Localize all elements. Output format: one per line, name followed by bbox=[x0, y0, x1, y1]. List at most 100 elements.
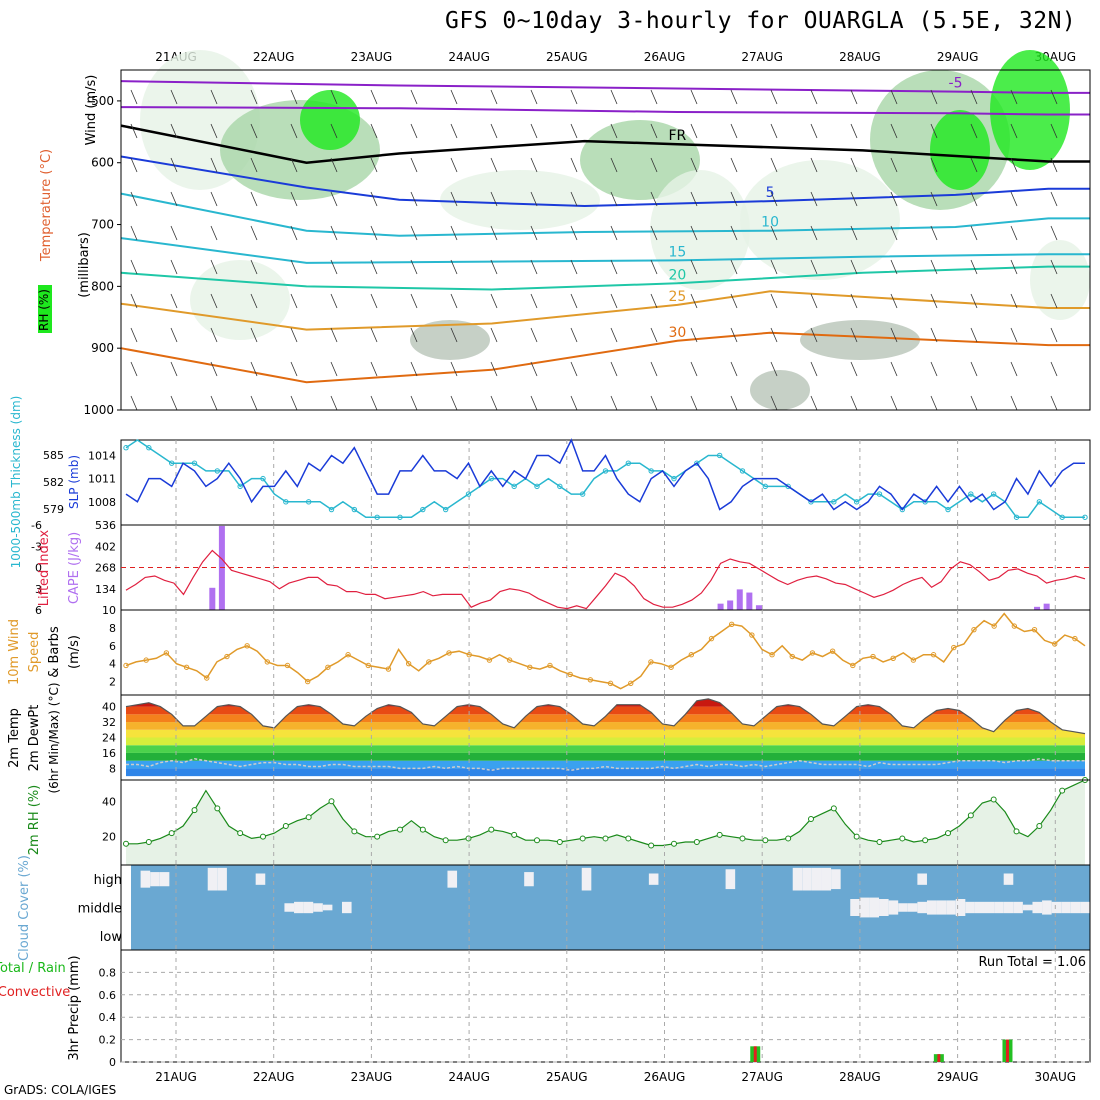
wind-barb bbox=[330, 327, 338, 343]
rh2m-point bbox=[145, 838, 152, 845]
wind-barb bbox=[890, 293, 898, 309]
temperature-contour-label: 20 bbox=[668, 267, 686, 283]
thickness-series-point bbox=[557, 483, 563, 490]
temp-band bbox=[126, 706, 1085, 715]
rh2m-point bbox=[967, 812, 974, 819]
cloud-cell bbox=[341, 901, 352, 914]
wind-barb bbox=[1050, 123, 1058, 139]
thickness-series-point bbox=[602, 468, 609, 474]
pressure-tick-label: 800 bbox=[91, 279, 114, 293]
thickness-series-point bbox=[716, 452, 723, 459]
rh2m-point bbox=[648, 842, 655, 849]
wind-barb bbox=[650, 395, 658, 411]
wind-barb bbox=[410, 191, 418, 207]
thickness-tick-label: 579 bbox=[43, 503, 64, 516]
date-tick-bottom: 22AUG bbox=[253, 1070, 295, 1084]
precip-tick-label: 0.8 bbox=[99, 966, 117, 979]
wind10m-series bbox=[125, 612, 1086, 690]
lifted-index-tick-label: -6 bbox=[31, 519, 42, 532]
rh2m-point bbox=[671, 840, 677, 847]
cloud-cell bbox=[898, 903, 908, 912]
wind-barb bbox=[290, 191, 298, 207]
wind-barb bbox=[1050, 395, 1058, 411]
wind-barb bbox=[290, 225, 298, 241]
wind10m-series-point bbox=[789, 653, 795, 660]
slp-series bbox=[125, 438, 1085, 511]
wind10m-series-point bbox=[426, 659, 432, 665]
cloud-cell bbox=[159, 872, 170, 887]
wind-barb bbox=[850, 259, 858, 275]
thickness-axis-label: 1000-500mb Thickness (dm) bbox=[9, 396, 23, 569]
date-tick-bottom: 28AUG bbox=[839, 1070, 881, 1084]
rh2m-point bbox=[693, 838, 700, 845]
wind-barb bbox=[850, 225, 858, 241]
wind10m-series-point bbox=[143, 657, 149, 663]
cloud-cell bbox=[725, 869, 736, 890]
wind-barb bbox=[170, 157, 178, 173]
precip-tick-label: 0.2 bbox=[99, 1034, 117, 1047]
lifted-index-tick-label: 0 bbox=[35, 562, 42, 575]
date-tick-bottom: 23AUG bbox=[351, 1070, 393, 1084]
wind-barb bbox=[130, 191, 138, 207]
wind10m-series-point bbox=[204, 675, 210, 681]
temp-axis-label-3: (6hr Min/Max) (°C) bbox=[47, 682, 61, 793]
wind-barb bbox=[770, 123, 778, 139]
cape-tick-label: 402 bbox=[95, 540, 116, 553]
temperature-axis-label: Temperature (°C) bbox=[39, 149, 54, 262]
precip-side-label-1: Total / Rain bbox=[0, 961, 66, 976]
thickness-series-point bbox=[1059, 514, 1065, 520]
precip-tick-label: 0.4 bbox=[99, 1011, 117, 1024]
cloud-cell bbox=[1070, 901, 1081, 914]
wind10m-series-point bbox=[527, 664, 533, 670]
wind10m-series-point bbox=[648, 659, 654, 665]
wind-barb bbox=[930, 89, 938, 105]
wind-barb bbox=[490, 157, 498, 173]
wind-barb bbox=[570, 225, 578, 241]
wind10m-series-point bbox=[1031, 626, 1038, 633]
wind-barb bbox=[930, 123, 938, 139]
thickness-series-point bbox=[305, 499, 312, 505]
wind-barb bbox=[490, 225, 498, 241]
wind-barb bbox=[130, 259, 138, 275]
wind-barb bbox=[530, 259, 538, 275]
wind-barb bbox=[450, 123, 458, 139]
wind-barb bbox=[1050, 361, 1058, 377]
wind-barb bbox=[570, 395, 578, 411]
rh-shading bbox=[800, 320, 920, 360]
wind10m-series-point bbox=[305, 678, 311, 685]
wind-barb bbox=[810, 225, 818, 241]
wind-barb bbox=[690, 89, 698, 105]
wind-barb bbox=[330, 123, 338, 139]
temp-tick-label: 40 bbox=[102, 701, 116, 714]
temp-axis-label-1: 2m Temp bbox=[7, 708, 22, 768]
thickness-series-point bbox=[488, 475, 495, 482]
cloud-cell bbox=[831, 869, 841, 890]
rh2m-point bbox=[830, 805, 837, 812]
wind10m-series-point bbox=[466, 652, 472, 658]
wind-barb bbox=[570, 361, 578, 377]
rh-shading bbox=[580, 120, 700, 200]
credit-label: GrADS: COLA/IGES bbox=[4, 1083, 117, 1097]
wind-barb bbox=[770, 395, 778, 411]
temp-axis-label-2: 2m DewPt bbox=[27, 705, 42, 772]
wind10m-series-point bbox=[1011, 623, 1018, 629]
thickness-series-point bbox=[876, 491, 883, 497]
rh2m-point bbox=[305, 814, 312, 821]
cloud-cell bbox=[792, 867, 803, 891]
wind-barb bbox=[770, 225, 778, 241]
cloud-cell bbox=[1080, 901, 1090, 914]
wind10m-series-point bbox=[365, 662, 371, 669]
wind-barb bbox=[770, 361, 778, 377]
wind-barb bbox=[970, 157, 978, 173]
thickness-series-point bbox=[1082, 514, 1088, 520]
wind-barb bbox=[330, 157, 338, 173]
thickness-tick-label: 582 bbox=[43, 476, 64, 489]
wind10m-series-point bbox=[829, 648, 836, 654]
wind-barb bbox=[610, 327, 618, 343]
precip-convective-bar bbox=[753, 1046, 757, 1062]
rh2m-point bbox=[465, 835, 472, 842]
wind10m-series-point bbox=[870, 653, 876, 660]
wind-barb bbox=[450, 259, 458, 275]
wind-barb bbox=[450, 361, 458, 377]
